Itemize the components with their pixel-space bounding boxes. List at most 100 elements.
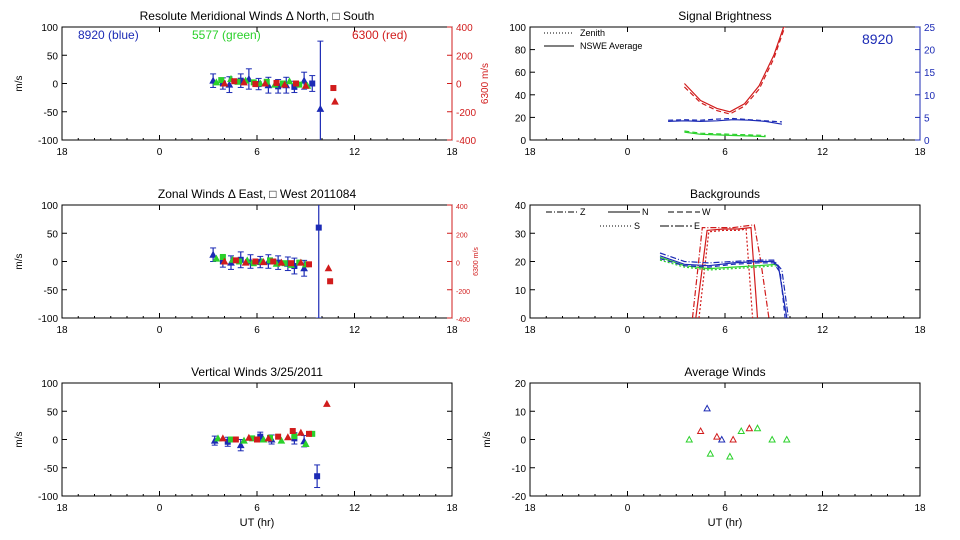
meridional-y2tick-label: 200 [456,51,473,62]
brightness-y2tick-label: 5 [924,113,930,124]
backgrounds-ytick-label: 40 [515,201,527,212]
point-triangle [212,78,221,86]
point-square [306,430,312,437]
zonal-y2tick-label: 0 [456,261,460,268]
backgrounds-ytick-label: 30 [515,229,527,240]
point-square [218,77,225,84]
vertical-ytick-label: 0 [52,436,58,447]
point-triangle [729,435,737,443]
brightness-title: Signal Brightness [678,9,771,23]
meridional-xtick-label: 6 [254,147,260,158]
vertical-xtick-label: 18 [56,503,68,514]
average-xtick-label: 18 [524,503,536,514]
zonal-y2tick-label: -400 [456,317,470,324]
line-5577-zenith [684,130,766,137]
point-triangle [316,104,325,112]
point-triangle [703,404,711,412]
point-square [330,85,337,92]
vertical-xlabel: UT (hr) [240,517,275,529]
meridional-y2tick-label: -400 [456,136,476,147]
vertical-ytick-label: -100 [38,492,58,503]
point-square [254,436,260,443]
meridional-y2tick-label: 0 [456,80,462,91]
legend-label: Zenith [580,28,605,38]
line-blue-E [659,252,789,318]
point-square [327,278,334,285]
legend-label: NSWE Average [580,41,642,51]
meridional-xtick-label: 18 [446,147,458,158]
legend-label-W: W [702,207,711,217]
point-triangle [277,258,286,266]
vertical-xtick-label: 12 [349,503,361,514]
point-square [275,433,282,440]
point-square [252,81,259,88]
brightness-data [668,27,786,138]
point-triangle [297,258,305,266]
point-triangle [297,428,305,436]
point-triangle [280,80,289,88]
zonal-ylabel: m/s [14,253,25,269]
brightness-y2tick-label: 20 [924,46,936,57]
point-square [291,433,298,440]
brightness-xtick-label: 12 [817,147,829,158]
meridional-data [209,40,339,140]
point-triangle [220,257,229,265]
vertical-xtick-label: 0 [157,503,163,514]
backgrounds-xtick-label: 18 [524,325,536,336]
zonal-panel: Zonal Winds Δ East, □ West 2011084 18 0 6 12… [14,187,480,336]
point-triangle [261,79,269,87]
point-square [309,80,316,87]
point-triangle [685,435,694,443]
vertical-title: Vertical Winds 3/25/2011 [191,365,323,379]
zonal-title: Zonal Winds Δ East, □ West 2011084 [158,187,357,201]
average-xlabel: UT (hr) [708,517,743,529]
meridional-y2-label: 6300 m/s [480,63,491,104]
line-blue-N [659,255,788,318]
point-triangle [301,81,310,89]
backgrounds-xtick-label: 12 [817,325,829,336]
backgrounds-xtick-label: 0 [625,325,631,336]
point-triangle [236,441,245,449]
point-triangle [219,434,227,442]
point-triangle [259,258,268,266]
point-square [232,436,239,443]
meridional-ytick-label: 0 [52,80,58,91]
point-square [252,258,259,265]
line-8920-average [668,119,783,125]
meridional-ytick-label: -50 [44,108,59,119]
point-triangle [323,399,331,407]
zonal-data [209,205,334,318]
meridional-title: Resolute Meridional Winds Δ North, □ Sou… [140,9,375,23]
brightness-ytick-label: 20 [515,113,527,124]
point-triangle [241,258,250,266]
point-triangle [214,434,222,442]
point-triangle [753,424,762,432]
average-frame [529,382,921,497]
line-red-N [695,226,759,318]
brightness-xtick-label: 6 [722,147,728,158]
line-red-Z [691,224,770,318]
zonal-xtick-label: 18 [56,325,68,336]
brightness-xtick-label: 0 [625,147,631,158]
point-triangle [737,426,746,435]
backgrounds-ytick-label: 20 [515,258,527,269]
brightness-xtick-label: 18 [914,147,926,158]
point-triangle [726,452,734,460]
backgrounds-ytick-label: 10 [515,286,527,297]
point-square [293,80,299,87]
backgrounds-xtick-label: 18 [914,325,926,336]
annotation-0: 8920 (blue) [78,28,139,42]
brightness-y2tick-label: 25 [924,23,936,34]
point-triangle [745,424,754,432]
point-triangle [713,432,721,440]
zonal-y2tick-label: 200 [456,232,468,239]
meridional-ylabel: m/s [14,75,25,91]
point-square [232,257,239,264]
zonal-xtick-label: 0 [157,325,163,336]
point-triangle [331,97,339,105]
point-triangle [768,435,776,443]
vertical-xtick-label: 6 [254,503,260,514]
